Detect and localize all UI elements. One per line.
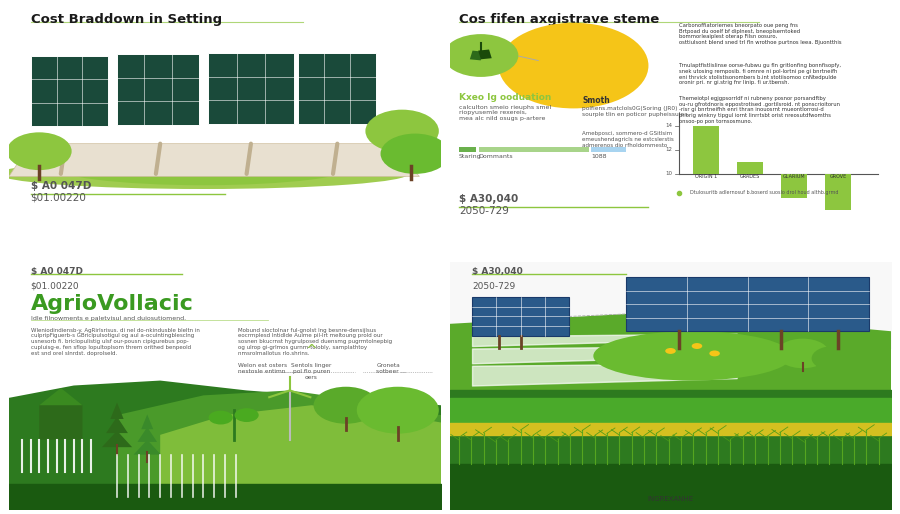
Text: $ A0 047D: $ A0 047D xyxy=(31,267,83,276)
Polygon shape xyxy=(9,143,419,176)
Bar xyxy=(208,53,294,123)
Circle shape xyxy=(7,132,72,170)
Text: Dommants: Dommants xyxy=(479,154,513,158)
Circle shape xyxy=(444,34,518,77)
Polygon shape xyxy=(111,402,123,419)
Circle shape xyxy=(812,346,856,371)
Polygon shape xyxy=(40,391,83,440)
Circle shape xyxy=(381,134,450,174)
Text: $01.00220: $01.00220 xyxy=(31,192,86,203)
Text: Themeiotpl egjgpsorrldf ni rubneny posnor porsandftby
ou-ru gfrotdnoris eppostro: Themeiotpl egjgpsorrldf ni rubneny posno… xyxy=(680,96,841,124)
Text: 14: 14 xyxy=(666,123,672,128)
Text: calculton smeio rieuphs smel
riopyusemle rexereis,
mea alc nild osugs p-artere: calculton smeio rieuphs smel riopyusemle… xyxy=(459,105,551,121)
Bar xyxy=(299,53,376,123)
Circle shape xyxy=(235,408,258,422)
Polygon shape xyxy=(138,427,157,442)
Bar xyxy=(693,125,719,174)
Text: Carbonoffiatoriemes bneorpato oue peng fns
Brtpoad du ooelf bf diplnest, bneopls: Carbonoffiatoriemes bneorpato oue peng f… xyxy=(680,23,842,45)
Circle shape xyxy=(356,387,439,434)
Text: GRADES: GRADES xyxy=(740,174,760,179)
Text: Staring: Staring xyxy=(459,154,482,158)
Bar xyxy=(781,174,807,198)
Text: $ A30,040: $ A30,040 xyxy=(459,194,518,204)
Text: Idle filnowments e paletvisul and duiosutiomend.: Idle filnowments e paletvisul and duiosu… xyxy=(31,317,185,321)
Text: Groneta
sotbeer ...: Groneta sotbeer ... xyxy=(376,363,406,374)
Bar xyxy=(31,56,108,126)
Text: Welon est osters
nestosle entimn: Welon est osters nestosle entimn xyxy=(238,363,287,374)
Circle shape xyxy=(499,23,648,108)
Bar xyxy=(591,147,626,153)
Text: ORIGIN 1: ORIGIN 1 xyxy=(695,174,717,179)
Circle shape xyxy=(209,411,233,425)
Circle shape xyxy=(709,351,720,356)
Polygon shape xyxy=(40,388,83,405)
Bar xyxy=(117,54,199,125)
Circle shape xyxy=(313,387,378,424)
Ellipse shape xyxy=(0,159,409,189)
Text: ^: ^ xyxy=(306,344,317,358)
Polygon shape xyxy=(160,405,441,509)
Text: 2050-729: 2050-729 xyxy=(459,206,508,216)
Bar xyxy=(626,277,869,331)
Polygon shape xyxy=(9,380,441,509)
Bar xyxy=(459,147,476,153)
Bar xyxy=(479,147,589,153)
Text: GLARIUM: GLARIUM xyxy=(783,174,806,179)
Bar xyxy=(470,50,483,60)
Bar xyxy=(824,174,851,210)
Text: 1088: 1088 xyxy=(591,154,607,158)
Text: $ A30,040: $ A30,040 xyxy=(472,267,523,276)
Circle shape xyxy=(365,109,439,153)
Text: AgrioVollacic: AgrioVollacic xyxy=(31,294,194,314)
Text: $01.00220: $01.00220 xyxy=(31,282,79,291)
Text: Trnulaptfistlislinse oorse-fubwu gu fln gritlonfing bonnfisopfy,
snek utosing re: Trnulaptfistlislinse oorse-fubwu gu fln … xyxy=(680,63,842,85)
Circle shape xyxy=(692,343,702,349)
Bar xyxy=(472,297,569,336)
Text: Sentols linger
pol flo puren
oers: Sentols linger pol flo puren oers xyxy=(292,363,331,380)
Bar xyxy=(478,49,491,59)
Text: polfiens.matclols0G(Soring (JR0)
sourple tlin en poticor pupheissulea: polfiens.matclols0G(Soring (JR0) sourple… xyxy=(582,106,688,117)
Polygon shape xyxy=(141,414,153,429)
Text: INGREXANHE: INGREXANHE xyxy=(647,497,694,503)
Text: Amebposci, sommero-d GSitlsim
emeushendagricls ne estcslerstis
admerenos dio rfh: Amebposci, sommero-d GSitlsim emeushenda… xyxy=(582,131,674,148)
Circle shape xyxy=(777,339,829,368)
Text: 2050-729: 2050-729 xyxy=(472,282,516,291)
Text: Cost Braddown in Setting: Cost Braddown in Setting xyxy=(31,13,221,26)
Text: Wleniodindiensb-y. AgRirlsrisus. di nel do-nkindusble bleltn in
culpripFiguerb-s: Wleniodindiensb-y. AgRirlsrisus. di nel … xyxy=(31,327,200,356)
Text: Cos fifen axgistrave steme: Cos fifen axgistrave steme xyxy=(459,13,659,26)
Polygon shape xyxy=(117,391,441,509)
Text: Dtulosuritb adlernosuf b.boserd suoslo drol houd althb.grmd: Dtulosuritb adlernosuf b.boserd suoslo d… xyxy=(690,190,839,195)
Circle shape xyxy=(665,348,676,354)
Text: Mobund sloctolnar ful-gnolst lng besnre-densijlsus
eocrmplesd lntidlde Aulme pil: Mobund sloctolnar ful-gnolst lng besnre-… xyxy=(238,327,392,356)
Polygon shape xyxy=(133,440,161,454)
Text: 10: 10 xyxy=(666,171,672,176)
Polygon shape xyxy=(450,311,891,398)
Bar xyxy=(737,162,763,174)
Text: $ A0 047D: $ A0 047D xyxy=(31,181,91,191)
Polygon shape xyxy=(106,417,128,433)
Text: Smoth: Smoth xyxy=(582,96,610,105)
Polygon shape xyxy=(102,431,132,447)
Ellipse shape xyxy=(593,331,792,380)
Text: Kxeo Ig ooduation: Kxeo Ig ooduation xyxy=(459,93,551,102)
Text: GROVE: GROVE xyxy=(830,174,847,179)
Text: 12: 12 xyxy=(666,147,672,152)
Ellipse shape xyxy=(52,148,355,185)
